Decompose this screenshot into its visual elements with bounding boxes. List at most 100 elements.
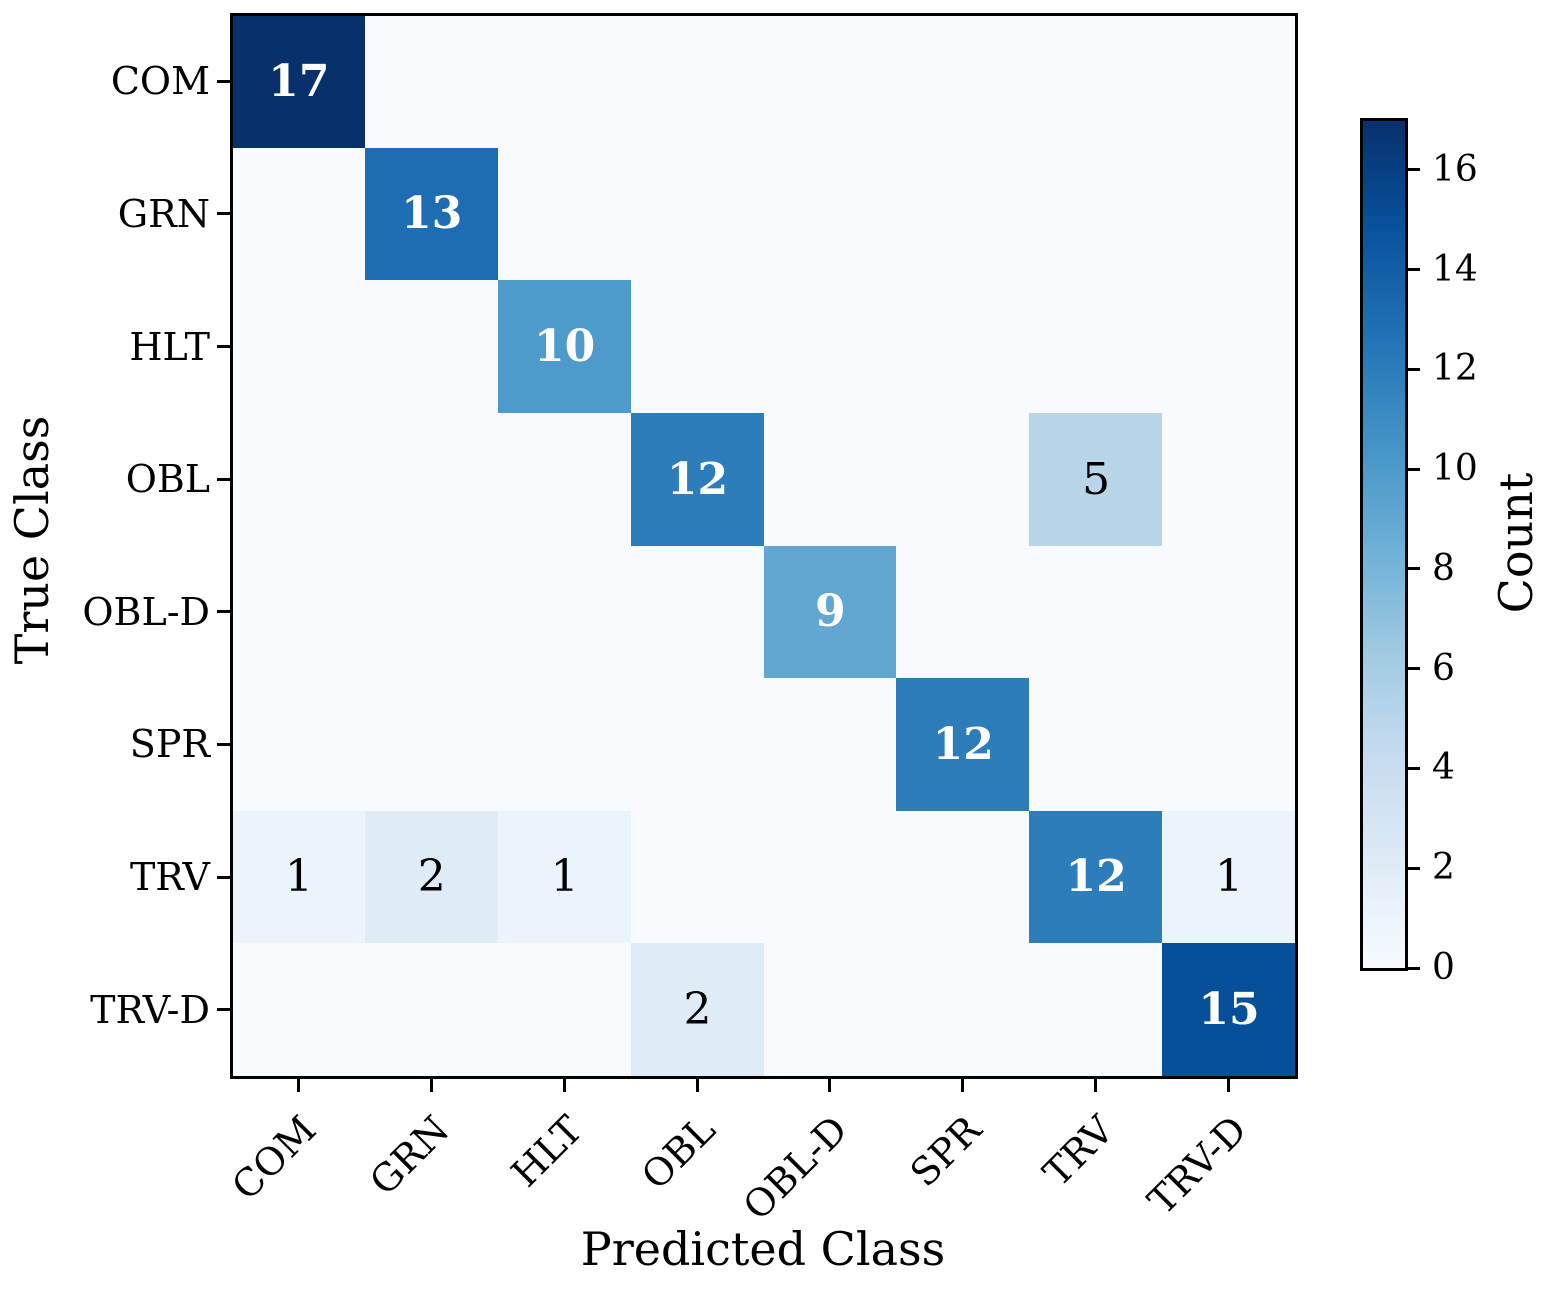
cell-value: 9 (815, 586, 846, 638)
matrix-cell-TRV-HLT: 1 (497, 810, 632, 945)
cell-value: 12 (932, 718, 994, 770)
matrix-cell-OBL-D-HLT (497, 545, 632, 679)
matrix-cell-TRV-TRV-D: 1 (1162, 810, 1296, 945)
matrix-cell-SPR-TRV (1029, 678, 1163, 812)
matrix-cell-GRN-GRN: 13 (364, 147, 499, 282)
y-tick-label: OBL (125, 457, 210, 502)
x-axis-title: Predicted Class (580, 1222, 946, 1276)
matrix-cell-COM-OBL-D (763, 15, 898, 149)
x-tick-label: GRN (361, 1107, 458, 1204)
x-tick-label: OBL (632, 1107, 724, 1199)
matrix-cell-TRV-OBL (630, 810, 765, 945)
matrix-cell-HLT-SPR (896, 280, 1031, 414)
matrix-cell-OBL-COM (232, 412, 366, 547)
matrix-cell-OBL-TRV-D (1162, 412, 1296, 547)
y-tick-mark (216, 477, 231, 481)
matrix-cell-SPR-TRV-D (1162, 678, 1296, 812)
matrix-cell-GRN-OBL-D (763, 147, 898, 282)
x-tick-mark (429, 1077, 433, 1092)
colorbar-tick-mark (1406, 268, 1420, 272)
matrix-cell-OBL-D-TRV-D (1162, 545, 1296, 679)
colorbar-tick-mark (1406, 168, 1420, 172)
y-tick-mark (216, 610, 231, 614)
colorbar-tick-label: 4 (1432, 747, 1455, 789)
cell-value: 17 (268, 55, 330, 107)
matrix-cell-TRV-D-OBL: 2 (630, 943, 765, 1077)
cell-value: 1 (1214, 851, 1243, 903)
matrix-cell-HLT-OBL-D (763, 280, 898, 414)
colorbar-tick-label: 16 (1432, 148, 1478, 190)
matrix-cell-COM-OBL (630, 15, 765, 149)
y-tick-label: OBL-D (82, 589, 210, 634)
matrix-cell-COM-COM: 17 (232, 15, 366, 149)
x-tick-label: HLT (502, 1107, 591, 1196)
colorbar-tick-label: 12 (1432, 348, 1478, 390)
x-tick-mark (1094, 1077, 1098, 1092)
x-tick-mark (296, 1077, 300, 1092)
matrix-cell-COM-TRV (1029, 15, 1163, 149)
matrix-cell-OBL-D-OBL (630, 545, 765, 679)
matrix-cell-HLT-TRV-D (1162, 280, 1296, 414)
colorbar-tick-mark (1406, 966, 1420, 970)
y-tick-label: SPR (129, 722, 210, 767)
colorbar-tick-label: 14 (1432, 248, 1478, 290)
matrix-cell-COM-SPR (896, 15, 1031, 149)
matrix-cell-GRN-TRV (1029, 147, 1163, 282)
matrix-cell-TRV-D-HLT (497, 943, 632, 1077)
cell-value: 15 (1198, 984, 1260, 1036)
matrix-cell-TRV-D-GRN (364, 943, 499, 1077)
cell-value: 10 (533, 320, 596, 372)
matrix-cell-OBL-OBL-D (763, 412, 898, 547)
x-tick-mark (828, 1077, 832, 1092)
matrix-cell-SPR-SPR: 12 (896, 678, 1031, 812)
matrix-cell-COM-GRN (364, 15, 499, 149)
matrix-cell-GRN-TRV-D (1162, 147, 1296, 282)
matrix-cell-COM-HLT (497, 15, 632, 149)
matrix-cell-TRV-D-SPR (896, 943, 1031, 1077)
colorbar-tick-label: 6 (1432, 647, 1455, 689)
cell-value: 2 (683, 984, 712, 1036)
matrix-cell-SPR-OBL-D (763, 678, 898, 812)
colorbar-tick-label: 10 (1432, 448, 1478, 490)
colorbar-tick-mark (1406, 667, 1420, 671)
matrix-cell-GRN-OBL (630, 147, 765, 282)
matrix-cell-HLT-OBL (630, 280, 765, 414)
colorbar-tick-label: 8 (1432, 547, 1455, 589)
matrix-cell-OBL-D-TRV (1029, 545, 1163, 679)
matrix-cell-OBL-GRN (364, 412, 499, 547)
matrix-cell-SPR-GRN (364, 678, 499, 812)
matrix-cell-GRN-HLT (497, 147, 632, 282)
y-tick-label: TRV-D (90, 987, 210, 1032)
cell-value: 1 (284, 851, 313, 903)
y-tick-mark (216, 875, 231, 879)
x-tick-mark (961, 1077, 965, 1092)
y-tick-mark (216, 345, 231, 349)
matrix-cell-GRN-COM (232, 147, 366, 282)
matrix-cell-TRV-D-TRV-D: 15 (1162, 943, 1296, 1077)
x-tick-label: SPR (901, 1107, 990, 1196)
colorbar-tick-mark (1406, 766, 1420, 770)
x-tick-label: TRV-D (1139, 1107, 1255, 1224)
y-tick-label: TRV (129, 855, 210, 900)
cell-value: 12 (666, 453, 729, 505)
matrix-cell-TRV-D-OBL-D (763, 943, 898, 1077)
colorbar-tick-mark (1406, 467, 1420, 471)
matrix-cell-TRV-SPR (896, 810, 1031, 945)
y-tick-label: COM (110, 59, 210, 104)
colorbar-tick-label: 2 (1432, 847, 1455, 889)
matrix-cell-OBL-HLT (497, 412, 632, 547)
x-tick-mark (562, 1077, 566, 1092)
matrix-cell-OBL-TRV: 5 (1029, 412, 1163, 547)
x-tick-label: TRV (1034, 1107, 1123, 1196)
matrix-cell-OBL-D-OBL-D: 9 (763, 545, 898, 679)
y-tick-label: HLT (129, 324, 210, 369)
matrix-cell-COM-TRV-D (1162, 15, 1296, 149)
matrix-cell-OBL-SPR (896, 412, 1031, 547)
colorbar-title: Count (1489, 472, 1543, 614)
colorbar-gradient (1362, 120, 1405, 968)
cell-value: 5 (1082, 453, 1111, 505)
heatmap-plot-area: 17 13 10 12 5 9 12 1 2 1 12 1 2 15 (232, 15, 1296, 1077)
matrix-cell-TRV-GRN: 2 (364, 810, 499, 945)
matrix-cell-TRV-D-TRV (1029, 943, 1163, 1077)
matrix-cell-HLT-GRN (364, 280, 499, 414)
